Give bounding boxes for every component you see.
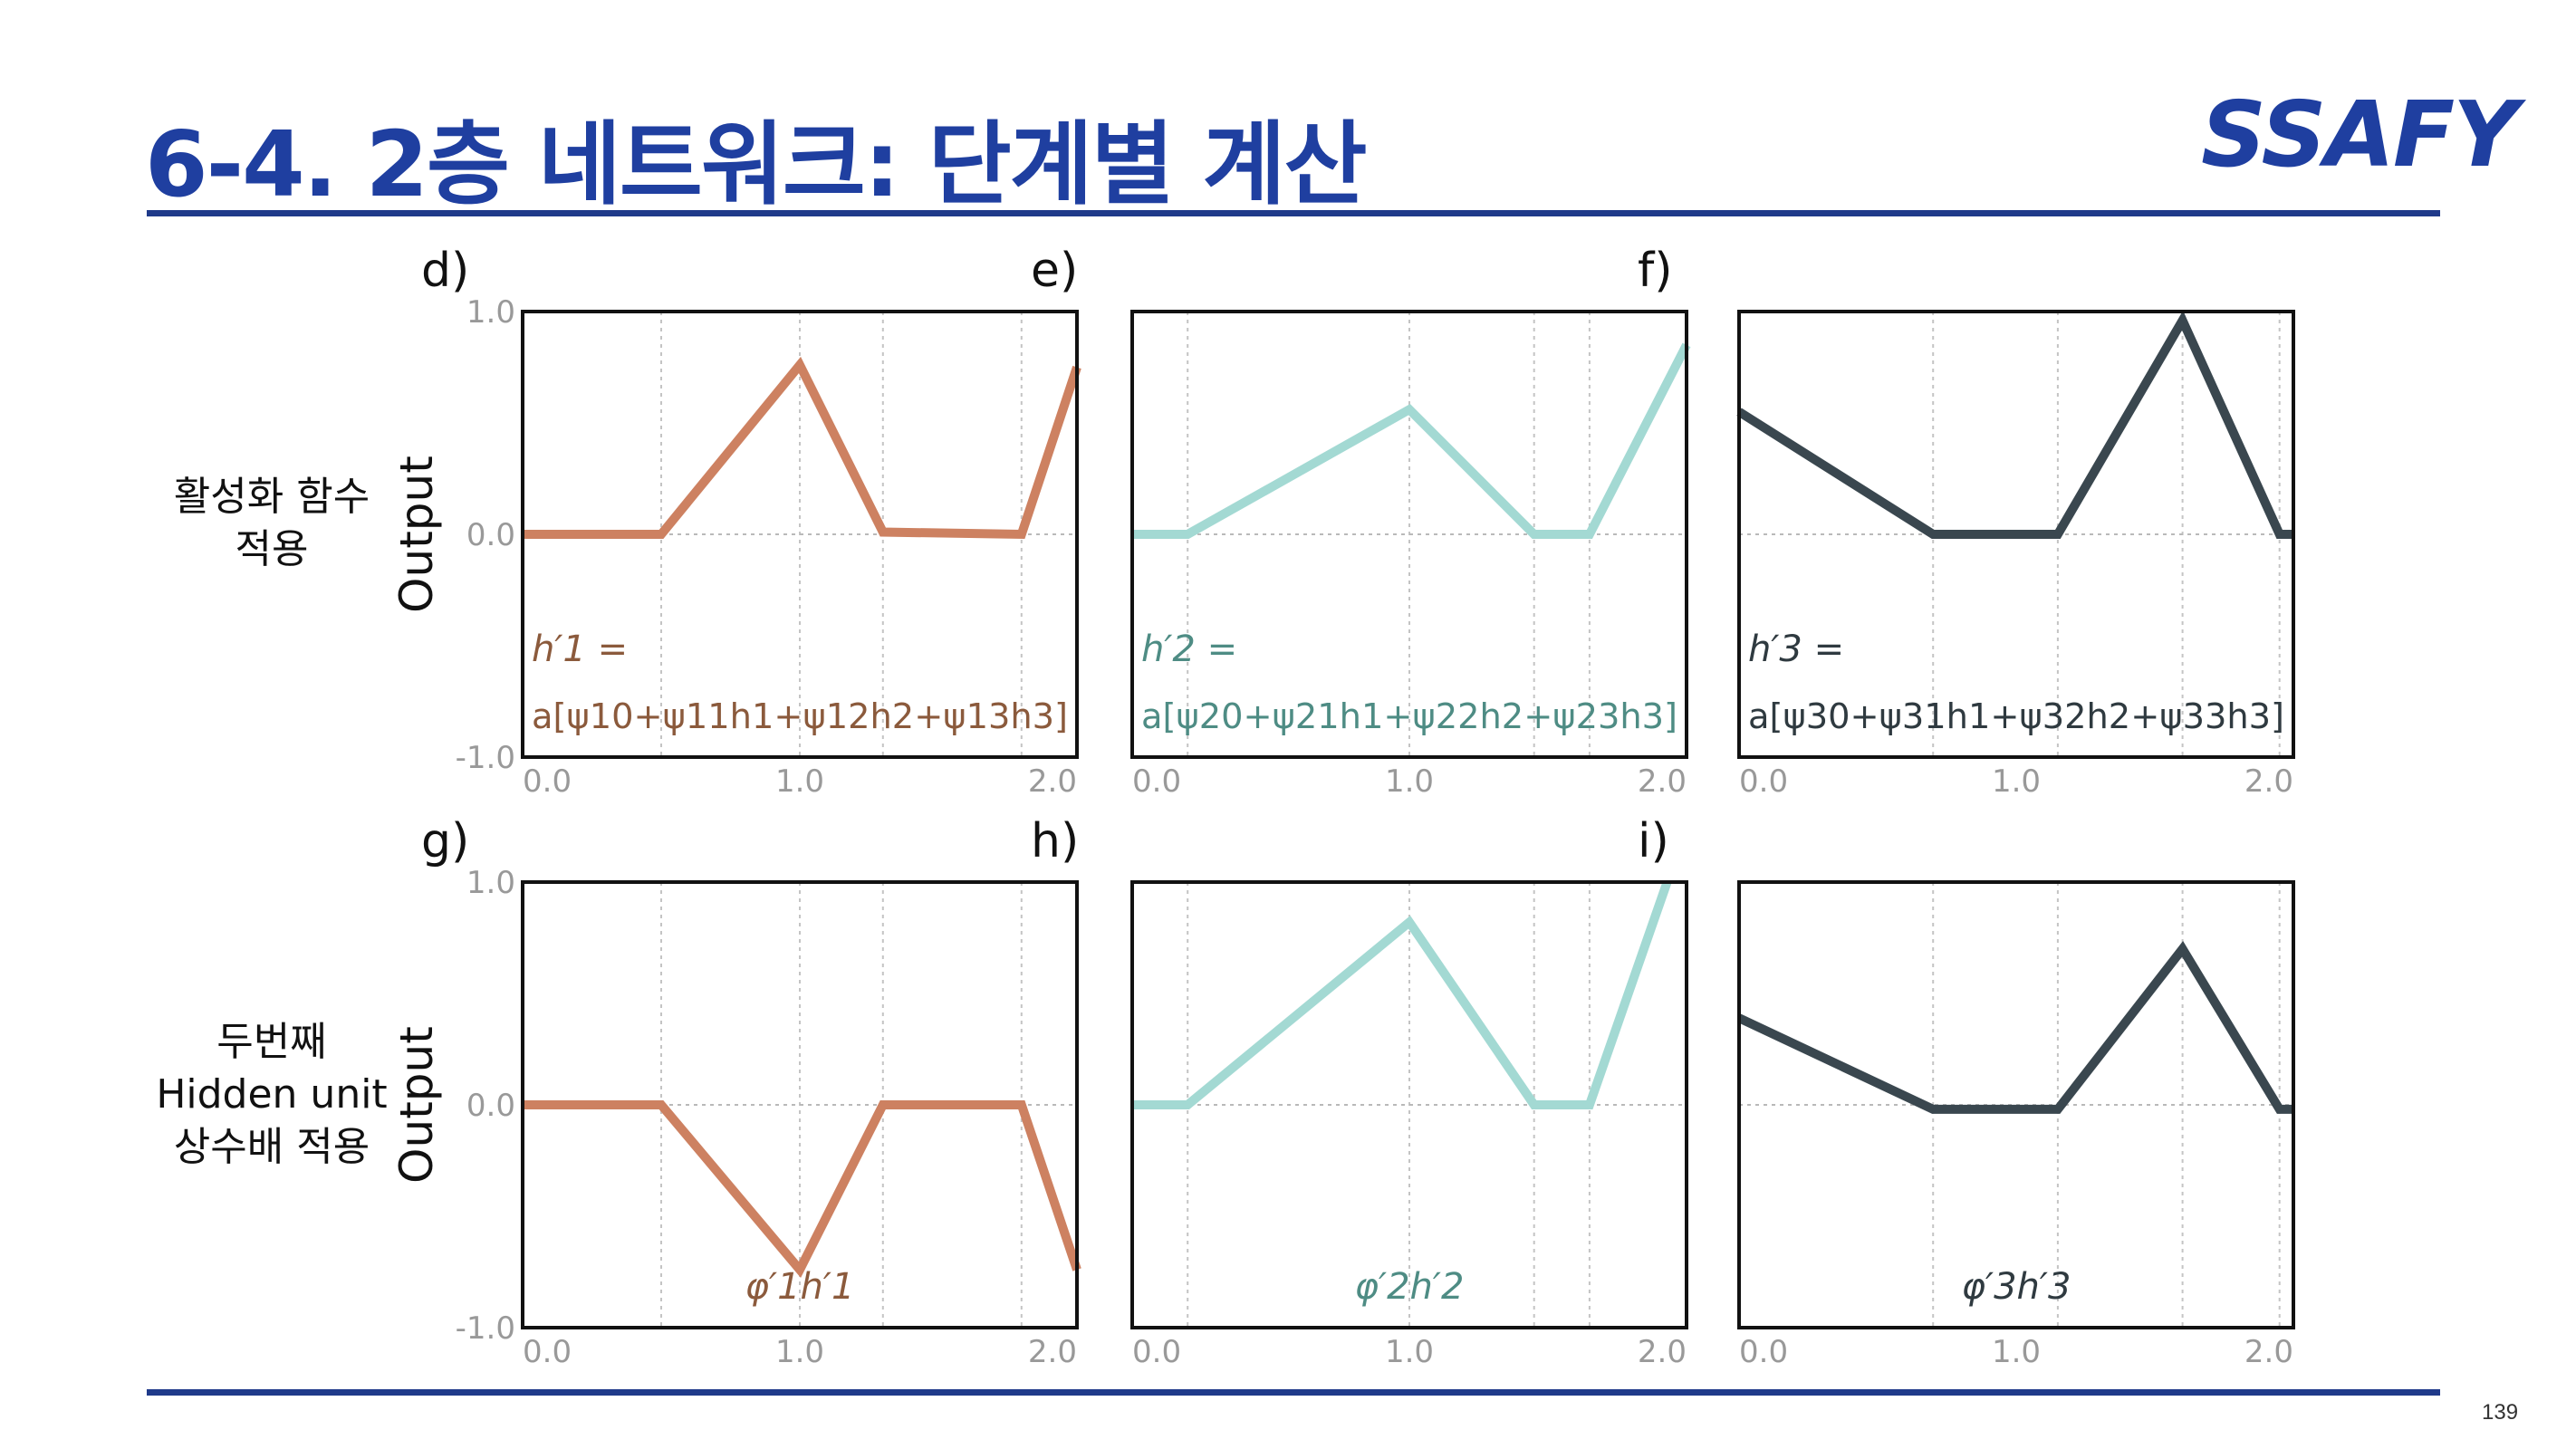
x-tick-label: 1.0	[1385, 1334, 1434, 1370]
row-label-line: 적용	[235, 526, 309, 572]
panel-label: e)	[1031, 244, 1078, 298]
plot-frame	[521, 310, 1079, 759]
panel-label: d)	[421, 244, 469, 298]
plot-frame	[1130, 880, 1688, 1329]
y-axis-label: Output	[390, 456, 443, 613]
series-line	[1736, 310, 2293, 539]
plot-frame	[1130, 310, 1688, 759]
row-label-line: 상수배 적용	[173, 1124, 370, 1170]
annotation-label: h′2 =	[1141, 629, 1237, 670]
x-tick-label: 1.0	[775, 763, 824, 800]
series-line	[523, 356, 1081, 540]
annotation-formula: a[ψ30+ψ31h1+ψ32h2+ψ33h3]	[1748, 696, 2284, 736]
y-tick-label: 0.0	[466, 1088, 515, 1124]
annotation-label: φ′2h′2	[1355, 1266, 1465, 1308]
chart-panel: h) 0.0 1.0 2.0 φ′2h′2	[1031, 814, 1688, 1370]
x-tick-label: 1.0	[1992, 763, 2041, 800]
x-tick-label: 2.0	[2244, 763, 2293, 800]
x-tick-label: 0.0	[1739, 1334, 1788, 1370]
title-underline	[147, 210, 2440, 216]
footer-rule	[147, 1389, 2440, 1396]
row-label-weighting: 두번째 Hidden unit 상수배 적용	[140, 1016, 403, 1174]
row-label-activation: 활성화 함수 적용	[140, 471, 403, 576]
annotation-formula: a[ψ10+ψ11h1+ψ12h2+ψ13h3]	[532, 696, 1068, 736]
plot-frame	[1737, 880, 2295, 1329]
ssafy-logo: SSAFY	[2201, 82, 2519, 187]
annotation-formula: a[ψ20+ψ21h1+ψ22h2+ψ23h3]	[1141, 696, 1677, 736]
y-tick-label: 1.0	[466, 865, 515, 901]
x-tick-label: 0.0	[1132, 763, 1181, 800]
plot-frame	[1737, 310, 2295, 759]
x-tick-label: 2.0	[1028, 763, 1077, 800]
x-tick-label: 2.0	[2244, 1334, 2293, 1370]
x-tick-label: 0.0	[523, 1334, 572, 1370]
plot-frame	[521, 880, 1079, 1329]
annotation-label: φ′3h′3	[1962, 1266, 2071, 1308]
x-tick-label: 1.0	[1992, 1334, 2041, 1370]
annotation-label: φ′1h′1	[745, 1266, 855, 1308]
row-label-line: Hidden unit	[156, 1071, 388, 1118]
x-tick-label: 1.0	[1385, 763, 1434, 800]
x-tick-label: 0.0	[1739, 763, 1788, 800]
row-label-line: 활성화 함수	[173, 474, 370, 520]
series-line	[1132, 342, 1691, 539]
panel-label: h)	[1031, 814, 1079, 868]
x-tick-label: 0.0	[523, 763, 572, 800]
y-tick-label: -1.0	[456, 1310, 515, 1347]
x-tick-label: 0.0	[1132, 1334, 1181, 1370]
y-tick-label: -1.0	[456, 740, 515, 776]
panel-label: g)	[421, 814, 469, 868]
series-line	[1736, 940, 2293, 1114]
series-line	[1132, 880, 1672, 1109]
y-tick-label: 0.0	[466, 517, 515, 553]
y-tick-label: 1.0	[466, 294, 515, 331]
panel-label: i)	[1638, 814, 1669, 868]
x-tick-label: 2.0	[1638, 763, 1687, 800]
chart-panel: f) 0.0 1.0 2.0 h′3 = a[ψ30+ψ31h1+ψ32h2+ψ33h3]	[1638, 244, 2295, 800]
x-tick-label: 1.0	[775, 1334, 824, 1370]
chart-panel: i) 0.0 1.0 2.0 φ′3h′3	[1638, 814, 2295, 1370]
annotation-label: h′1 =	[532, 629, 628, 670]
x-tick-label: 2.0	[1638, 1334, 1687, 1370]
row-label-line: 두번째	[216, 1019, 327, 1065]
slide-title: 6-4. 2층 네트워크: 단계별 계산	[145, 111, 1367, 217]
annotation-label: h′3 =	[1748, 629, 1844, 670]
chart-panel: e) 0.0 1.0 2.0 h′2 = a[ψ20+ψ21h1+ψ22h2+ψ23h3]	[1031, 244, 1691, 800]
x-tick-label: 2.0	[1028, 1334, 1077, 1370]
panel-label: f)	[1638, 244, 1673, 298]
page-number: 139	[2482, 1400, 2519, 1425]
series-line	[523, 1100, 1081, 1279]
y-axis-label: Output	[390, 1026, 443, 1184]
